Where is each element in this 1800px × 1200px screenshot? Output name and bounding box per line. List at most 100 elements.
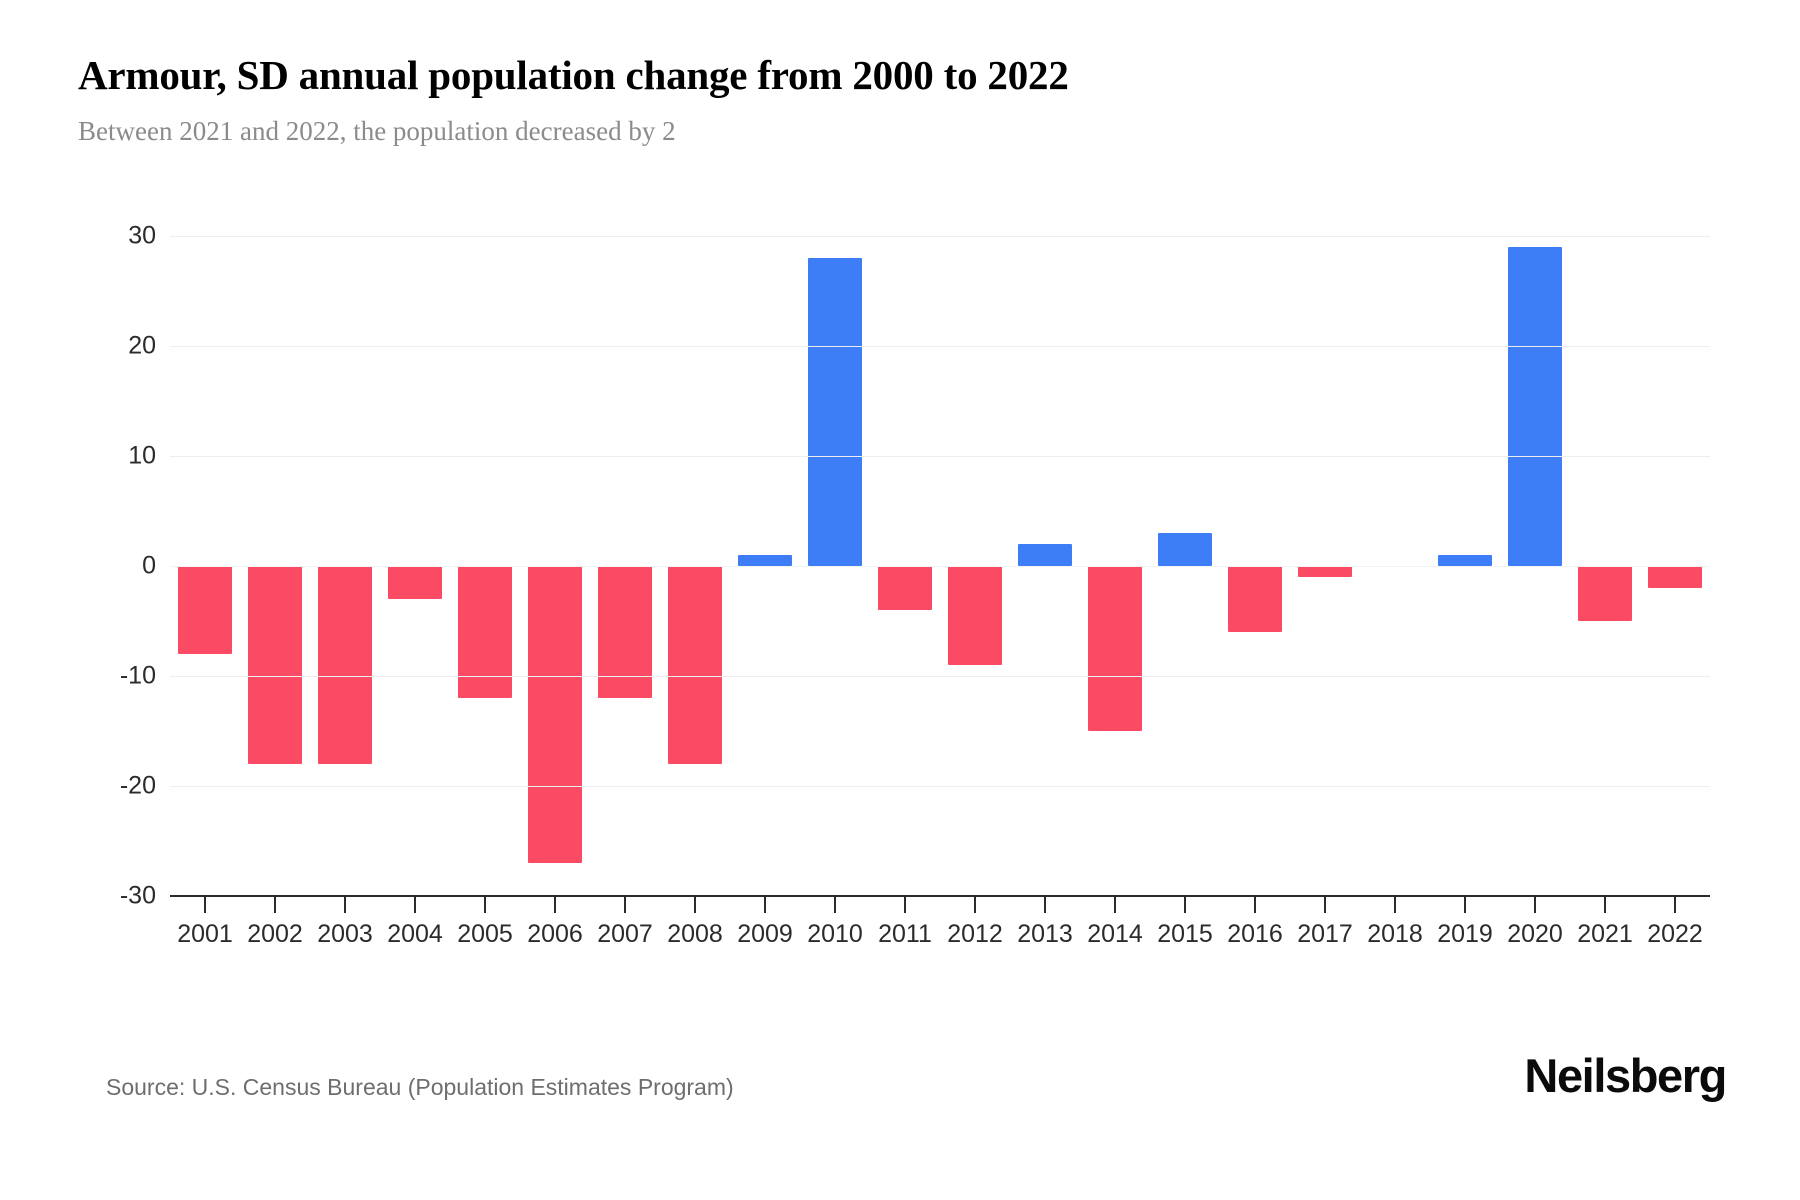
bar-slot bbox=[310, 236, 380, 896]
x-tick-mark bbox=[554, 896, 556, 913]
bar-2013[interactable] bbox=[1017, 544, 1073, 566]
x-tick-mark bbox=[414, 896, 416, 913]
x-tick-mark bbox=[624, 896, 626, 913]
x-tick-mark bbox=[1394, 896, 1396, 913]
bar-2012[interactable] bbox=[947, 566, 1003, 665]
bar-2003[interactable] bbox=[317, 566, 373, 764]
x-tick-mark bbox=[1184, 896, 1186, 913]
x-axis-tick-label: 2005 bbox=[457, 920, 513, 948]
bar-2010[interactable] bbox=[807, 258, 863, 566]
x-tick-slot bbox=[1220, 896, 1290, 914]
x-tick-slot bbox=[1360, 896, 1430, 914]
x-axis-tick-label: 2010 bbox=[807, 920, 863, 948]
x-tick-mark bbox=[204, 896, 206, 913]
bar-slot bbox=[940, 236, 1010, 896]
y-axis-tick-label: 0 bbox=[142, 551, 156, 580]
x-tick-mark bbox=[1324, 896, 1326, 913]
x-axis-tick-label: 2015 bbox=[1157, 920, 1213, 948]
bar-2022[interactable] bbox=[1647, 566, 1703, 588]
x-tick-slot bbox=[1640, 896, 1710, 914]
x-axis-tick-label: 2012 bbox=[947, 920, 1003, 948]
bar-2009[interactable] bbox=[737, 555, 793, 566]
y-axis-tick-label: -20 bbox=[119, 771, 156, 800]
x-tick-mark bbox=[974, 896, 976, 913]
x-axis-tick-label: 2008 bbox=[667, 920, 723, 948]
x-tick-mark bbox=[484, 896, 486, 913]
bar-slot bbox=[520, 236, 590, 896]
bar-slot bbox=[660, 236, 730, 896]
x-tick-mark bbox=[1674, 896, 1676, 913]
plot-area: 30 20 10 0 -10 -20 -30 2001 2002 2003 2004 2005 200… bbox=[78, 222, 1728, 948]
gridline bbox=[170, 676, 1710, 677]
x-tick-mark bbox=[834, 896, 836, 913]
bar-2020[interactable] bbox=[1507, 247, 1563, 566]
bar-2019[interactable] bbox=[1437, 555, 1493, 566]
y-axis-tick-label: 10 bbox=[128, 441, 156, 470]
y-axis-tick-label: 30 bbox=[128, 221, 156, 250]
x-axis-tick-label: 2001 bbox=[177, 920, 233, 948]
x-tick-slot bbox=[310, 896, 380, 914]
x-axis-tick-label: 2003 bbox=[317, 920, 373, 948]
x-axis-tick-label: 2018 bbox=[1367, 920, 1423, 948]
x-axis-labels: 2001 2002 2003 2004 2005 2006 2007 2008 2009 2010… bbox=[170, 920, 1710, 960]
brand-logo: Neilsberg bbox=[1524, 1049, 1727, 1102]
x-tick-mark bbox=[1464, 896, 1466, 913]
x-axis-tick-label: 2020 bbox=[1507, 920, 1563, 948]
bar-2004[interactable] bbox=[387, 566, 443, 599]
x-axis-tick-label: 2017 bbox=[1297, 920, 1353, 948]
bar-slot bbox=[1500, 236, 1570, 896]
x-tick-mark bbox=[344, 896, 346, 913]
x-tick-mark bbox=[1534, 896, 1536, 913]
y-axis-tick-label: -10 bbox=[119, 661, 156, 690]
bar-2016[interactable] bbox=[1227, 566, 1283, 632]
bar-2006[interactable] bbox=[527, 566, 583, 863]
x-tick-slot bbox=[1150, 896, 1220, 914]
x-axis-tick-label: 2007 bbox=[597, 920, 653, 948]
bar-slot bbox=[870, 236, 940, 896]
x-tick-slot bbox=[1570, 896, 1640, 914]
x-tick-mark bbox=[1044, 896, 1046, 913]
bar-slot bbox=[1430, 236, 1500, 896]
bar-2011[interactable] bbox=[877, 566, 933, 610]
bar-2001[interactable] bbox=[177, 566, 233, 654]
x-tick-slot bbox=[1080, 896, 1150, 914]
x-axis-ticks bbox=[170, 896, 1710, 914]
bar-2007[interactable] bbox=[597, 566, 653, 698]
bar-2002[interactable] bbox=[247, 566, 303, 764]
bar-2005[interactable] bbox=[457, 566, 513, 698]
bar-slot bbox=[1570, 236, 1640, 896]
x-tick-mark bbox=[1114, 896, 1116, 913]
x-tick-slot bbox=[940, 896, 1010, 914]
y-axis-tick-label: 20 bbox=[128, 331, 156, 360]
bar-2015[interactable] bbox=[1157, 533, 1213, 566]
bar-slot bbox=[1080, 236, 1150, 896]
x-tick-slot bbox=[870, 896, 940, 914]
bar-slot bbox=[240, 236, 310, 896]
x-tick-slot bbox=[450, 896, 520, 914]
bar-slot bbox=[380, 236, 450, 896]
x-tick-slot bbox=[240, 896, 310, 914]
x-tick-slot bbox=[170, 896, 240, 914]
gridline bbox=[170, 236, 1710, 237]
chart-header: Armour, SD annual population change from… bbox=[78, 52, 1718, 148]
bar-slot bbox=[1640, 236, 1710, 896]
x-tick-slot bbox=[1010, 896, 1080, 914]
plot-canvas bbox=[170, 236, 1710, 897]
y-axis: 30 20 10 0 -10 -20 -30 bbox=[78, 222, 170, 910]
gridline bbox=[170, 786, 1710, 787]
x-axis-tick-label: 2021 bbox=[1577, 920, 1633, 948]
bar-2017[interactable] bbox=[1297, 566, 1353, 577]
bar-slot bbox=[1010, 236, 1080, 896]
x-tick-mark bbox=[1254, 896, 1256, 913]
y-axis-tick-label: -30 bbox=[119, 881, 156, 910]
x-tick-mark bbox=[904, 896, 906, 913]
bar-2014[interactable] bbox=[1087, 566, 1143, 731]
x-axis-tick-label: 2016 bbox=[1227, 920, 1283, 948]
bar-slot bbox=[1290, 236, 1360, 896]
chart-subtitle: Between 2021 and 2022, the population de… bbox=[78, 116, 676, 147]
bar-2021[interactable] bbox=[1577, 566, 1633, 621]
bar-slot bbox=[1150, 236, 1220, 896]
bar-2008[interactable] bbox=[667, 566, 723, 764]
x-tick-mark bbox=[764, 896, 766, 913]
x-tick-slot bbox=[730, 896, 800, 914]
